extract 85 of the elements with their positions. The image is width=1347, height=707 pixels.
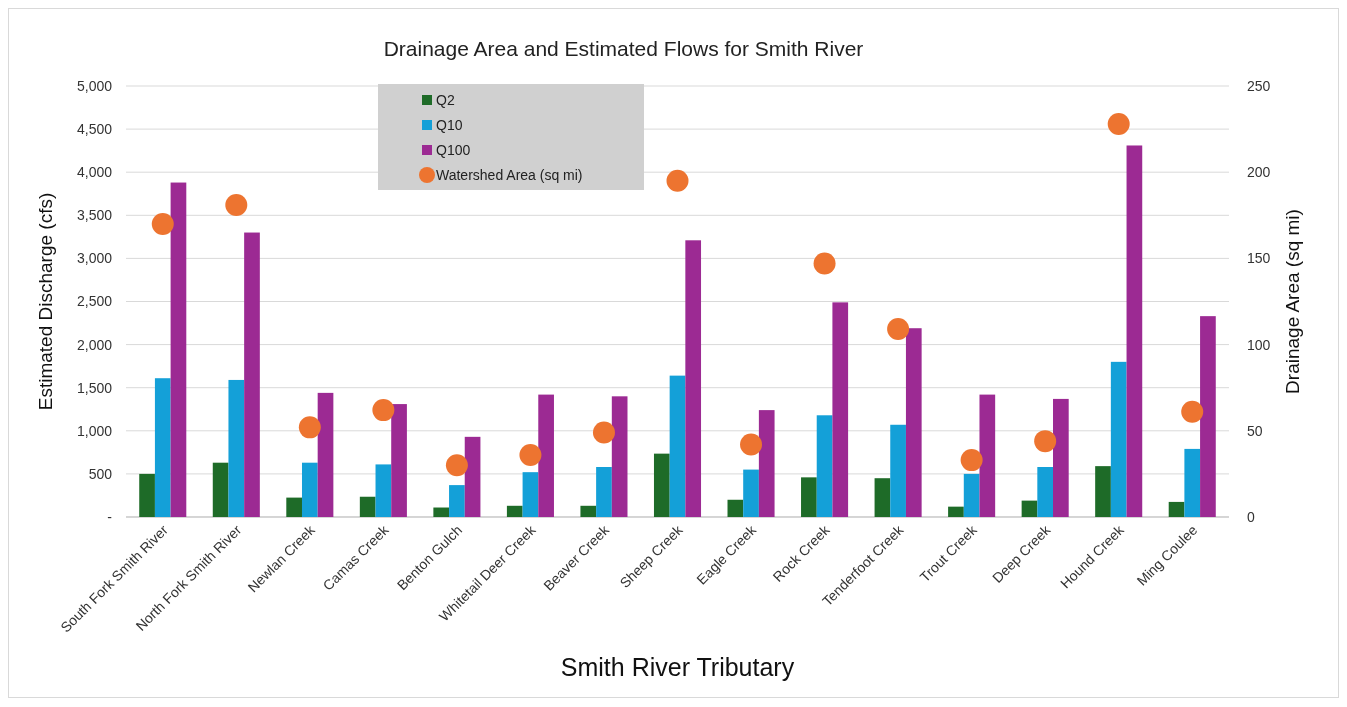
bar xyxy=(743,469,759,517)
y2-tick-label: 250 xyxy=(1247,77,1271,94)
bar xyxy=(727,499,744,517)
legend-label: Q2 xyxy=(436,91,455,108)
bar xyxy=(433,507,450,517)
y-tick-label: 3,500 xyxy=(76,207,113,224)
y-axis-title: Estimated Discharge (cfs) xyxy=(35,192,56,411)
point xyxy=(298,416,321,439)
bar xyxy=(244,232,260,517)
bar xyxy=(449,485,465,517)
bar xyxy=(758,410,775,517)
bar xyxy=(170,182,187,517)
point xyxy=(225,193,248,216)
legend-label: Q10 xyxy=(436,116,463,133)
bar xyxy=(1110,361,1127,517)
bar xyxy=(653,453,670,517)
bar xyxy=(1184,448,1201,517)
y2-tick-label: 0 xyxy=(1247,508,1255,525)
bar xyxy=(375,464,392,517)
point xyxy=(813,252,836,275)
y-tick-label: 1,000 xyxy=(76,422,113,439)
bar xyxy=(212,462,229,517)
bar xyxy=(1037,467,1054,517)
bar xyxy=(905,328,922,517)
point xyxy=(740,433,763,456)
y2-tick-label: 100 xyxy=(1247,336,1271,353)
y-tick-label: - xyxy=(107,508,113,525)
point xyxy=(519,443,542,466)
bar xyxy=(832,302,849,517)
bar xyxy=(154,378,171,517)
bar xyxy=(963,473,980,517)
bar xyxy=(1021,500,1038,517)
bar xyxy=(359,496,376,517)
point xyxy=(445,454,468,477)
bar xyxy=(1168,501,1185,517)
y2-tick-label: 50 xyxy=(1247,422,1263,439)
y-tick-label: 4,000 xyxy=(76,164,113,181)
point xyxy=(151,212,174,235)
point xyxy=(666,169,689,192)
point xyxy=(1107,112,1130,135)
bar xyxy=(801,477,817,517)
point xyxy=(960,449,983,472)
point xyxy=(592,421,615,444)
bar xyxy=(1095,466,1111,517)
y-tick-label: 4,500 xyxy=(76,121,113,137)
bar xyxy=(1126,145,1143,517)
point xyxy=(1034,430,1057,453)
bar xyxy=(1053,398,1069,517)
bar xyxy=(580,505,597,517)
bar xyxy=(685,240,702,517)
bar xyxy=(816,415,833,517)
chart-title: Drainage Area and Estimated Flows for Smith River xyxy=(383,37,864,60)
bar xyxy=(611,396,628,517)
bar xyxy=(1200,316,1216,517)
bar xyxy=(464,436,481,517)
y-tick-label: 1,500 xyxy=(76,379,113,396)
bar xyxy=(301,462,318,517)
bar xyxy=(979,394,996,517)
x-axis-title: Smith River Tributary xyxy=(560,653,795,681)
y2-axis-title: Drainage Area (sq mi) xyxy=(1282,209,1303,394)
point xyxy=(372,399,395,422)
bar xyxy=(228,379,245,517)
y-tick-label: 5,000 xyxy=(76,77,113,94)
bar xyxy=(391,404,407,517)
legend-label: Q100 xyxy=(436,141,471,158)
y2-tick-label: 200 xyxy=(1247,164,1271,181)
bar xyxy=(874,478,891,517)
bar xyxy=(286,497,302,517)
bar xyxy=(522,472,539,517)
point xyxy=(1181,400,1204,423)
y-tick-label: 3,000 xyxy=(76,250,113,267)
bar xyxy=(669,375,686,517)
bar xyxy=(948,506,964,517)
bar xyxy=(317,392,334,517)
y-tick-label: 500 xyxy=(88,465,113,482)
legend-label: Watershed Area (sq mi) xyxy=(436,166,583,183)
point xyxy=(887,318,910,341)
y2-tick-label: 150 xyxy=(1247,250,1271,267)
bar xyxy=(538,394,554,517)
y-tick-label: 2,500 xyxy=(76,293,113,310)
bar xyxy=(139,473,155,517)
y-tick-label: 2,000 xyxy=(76,336,113,353)
bar xyxy=(506,505,523,517)
bar xyxy=(890,424,906,517)
bar xyxy=(596,467,612,517)
